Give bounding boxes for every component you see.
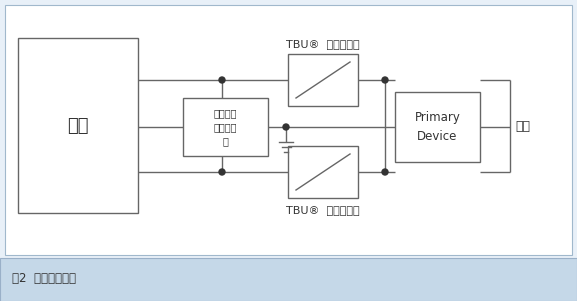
- Bar: [288, 146, 358, 198]
- Text: TBU®  高速保护器: TBU® 高速保护器: [286, 205, 360, 215]
- Bar: [18, 38, 138, 213]
- Circle shape: [382, 77, 388, 83]
- Bar: [5, 5, 572, 255]
- Text: 电压瞬变
抑制二极
管: 电压瞬变 抑制二极 管: [213, 108, 237, 146]
- Bar: [0, 258, 577, 301]
- Text: TBU®  高速保护器: TBU® 高速保护器: [286, 39, 360, 49]
- Bar: [288, 54, 358, 106]
- Bar: [183, 98, 268, 156]
- Text: Primary
Device: Primary Device: [414, 111, 460, 143]
- Text: 图2  三级防护方案: 图2 三级防护方案: [12, 272, 76, 286]
- Text: 设备: 设备: [68, 116, 89, 135]
- Bar: [395, 92, 480, 162]
- Circle shape: [219, 169, 225, 175]
- Circle shape: [283, 124, 289, 130]
- Circle shape: [219, 77, 225, 83]
- Text: 接口: 接口: [515, 120, 530, 134]
- Circle shape: [382, 169, 388, 175]
